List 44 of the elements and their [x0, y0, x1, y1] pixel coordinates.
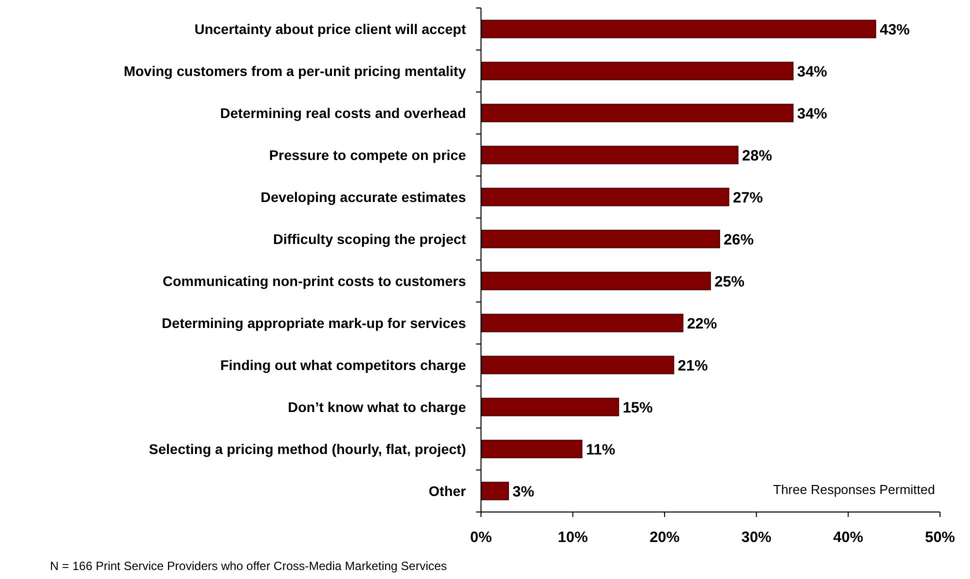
- y-tick-label: Uncertainty about price client will accept: [194, 20, 466, 37]
- x-tick-label: 20%: [650, 529, 680, 546]
- bar: [480, 356, 674, 374]
- data-label: 3%: [512, 483, 534, 500]
- data-label: 11%: [586, 441, 616, 458]
- data-label: 15%: [622, 399, 653, 416]
- data-label: 34%: [797, 63, 828, 80]
- data-label: 22%: [686, 315, 717, 332]
- bar: [480, 230, 720, 248]
- bar: [480, 314, 684, 332]
- y-tick-label: Selecting a pricing method (hourly, flat, project): [148, 440, 466, 457]
- bar: [480, 272, 711, 290]
- y-tick-label: Determining appropriate mark-up for services: [162, 314, 466, 331]
- x-tick-label: 50%: [924, 529, 956, 546]
- y-tick-label: Moving customers from a per-unit pricing mentality: [124, 62, 466, 79]
- bar: [480, 482, 509, 500]
- y-tick-label: Pressure to compete on price: [269, 146, 466, 163]
- bar: [480, 62, 794, 80]
- data-label: 21%: [678, 357, 708, 374]
- text: N = 166 Print Service Providers who offer Cross-Media Marketing Services: [50, 559, 447, 573]
- bar: [480, 188, 730, 206]
- data-label: 34%: [797, 105, 828, 122]
- data-label: 43%: [880, 21, 910, 38]
- bar: [480, 440, 582, 458]
- x-tick-label: 40%: [833, 529, 864, 546]
- y-tick-label: Communicating non-print costs to customers: [162, 272, 466, 289]
- bar: [480, 20, 876, 38]
- bar: [480, 398, 620, 416]
- annotation: Three Responses Permitted: [773, 482, 935, 497]
- y-tick-label: Don’t know what to charge: [288, 398, 466, 415]
- data-label: 28%: [742, 147, 772, 164]
- data-label: 27%: [732, 189, 763, 206]
- data-label: 25%: [714, 273, 745, 290]
- y-tick-label: Finding out what competitors charge: [220, 356, 466, 373]
- data-label: 26%: [724, 231, 754, 248]
- x-tick-label: 30%: [741, 529, 772, 546]
- y-tick-label: Other: [428, 482, 467, 499]
- y-tick-label: Developing accurate estimates: [260, 188, 466, 205]
- bar: [480, 146, 738, 164]
- x-tick-label: 0%: [470, 529, 492, 546]
- bar: [480, 104, 794, 122]
- y-tick-label: Difficulty scoping the project: [273, 230, 466, 247]
- x-tick-label: 10%: [558, 529, 588, 546]
- y-tick-label: Determining real costs and overhead: [220, 104, 466, 121]
